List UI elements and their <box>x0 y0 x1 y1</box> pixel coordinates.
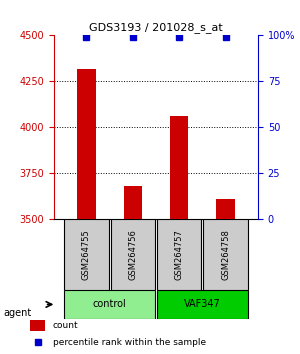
FancyBboxPatch shape <box>157 290 248 319</box>
Text: GSM264757: GSM264757 <box>175 229 184 280</box>
Text: agent: agent <box>3 308 31 318</box>
Text: GSM264755: GSM264755 <box>82 229 91 280</box>
FancyBboxPatch shape <box>64 219 109 290</box>
Bar <box>216 199 235 219</box>
Text: GSM264758: GSM264758 <box>221 229 230 280</box>
Title: GDS3193 / 201028_s_at: GDS3193 / 201028_s_at <box>89 22 223 33</box>
FancyBboxPatch shape <box>203 219 248 290</box>
Bar <box>30 320 45 331</box>
FancyBboxPatch shape <box>111 219 155 290</box>
Bar <box>77 69 96 219</box>
Text: control: control <box>93 299 127 309</box>
Text: VAF347: VAF347 <box>184 299 221 309</box>
FancyBboxPatch shape <box>157 219 201 290</box>
Text: GSM264756: GSM264756 <box>128 229 137 280</box>
Text: count: count <box>53 321 79 330</box>
Bar <box>170 116 188 219</box>
FancyBboxPatch shape <box>64 290 155 319</box>
Bar <box>124 186 142 219</box>
Text: percentile rank within the sample: percentile rank within the sample <box>53 338 206 347</box>
